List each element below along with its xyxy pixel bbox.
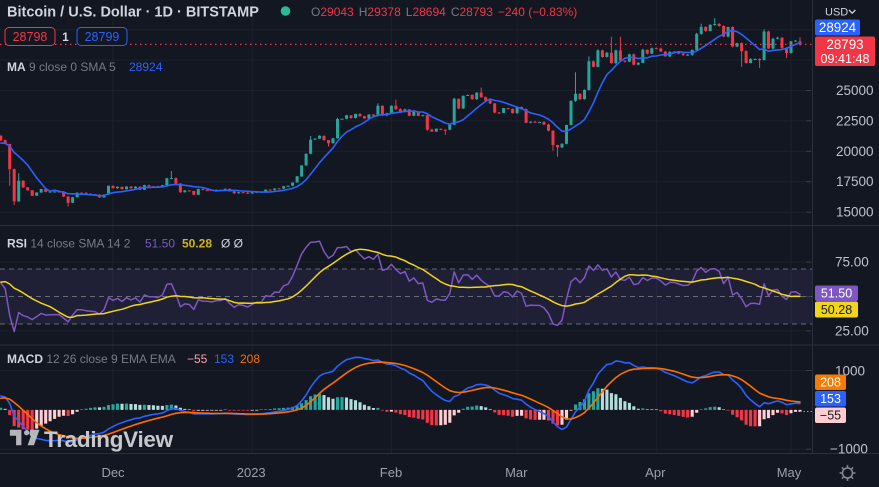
svg-text:25.00: 25.00 (835, 323, 869, 338)
svg-text:Mar: Mar (505, 465, 528, 480)
svg-text:USD: USD (825, 7, 848, 19)
svg-text:−55: −55 (820, 409, 841, 423)
svg-text:09:41:48: 09:41:48 (820, 52, 869, 66)
svg-text:May: May (777, 465, 802, 480)
svg-text:153: 153 (214, 352, 234, 366)
svg-text:208: 208 (240, 352, 260, 366)
svg-text:22500: 22500 (836, 113, 874, 128)
svg-text:75.00: 75.00 (835, 255, 869, 270)
svg-text:−1000: −1000 (830, 442, 868, 457)
svg-text:28798: 28798 (13, 30, 48, 44)
svg-text:Ø Ø: Ø Ø (221, 237, 243, 251)
svg-text:RSI 14 close SMA 14 2: RSI 14 close SMA 14 2 (7, 237, 131, 251)
svg-text:Bitcoin / U.S. Dollar · 1D · B: Bitcoin / U.S. Dollar · 1D · BITSTAMP (7, 5, 259, 21)
svg-text:20000: 20000 (836, 144, 874, 159)
svg-text:28799: 28799 (85, 30, 120, 44)
svg-text:208: 208 (820, 376, 841, 390)
svg-text:Feb: Feb (380, 465, 402, 480)
svg-text:25000: 25000 (836, 83, 874, 98)
svg-text:153: 153 (820, 392, 841, 406)
svg-text:2023: 2023 (237, 465, 266, 480)
svg-text:28793: 28793 (826, 37, 863, 52)
svg-text:Apr: Apr (645, 465, 666, 480)
svg-text:51.50: 51.50 (821, 287, 852, 301)
svg-text:−55: −55 (187, 352, 208, 366)
svg-text:15000: 15000 (836, 205, 874, 220)
svg-text:28924: 28924 (819, 20, 857, 35)
svg-text:28924: 28924 (129, 60, 163, 74)
svg-text:TradingView: TradingView (44, 427, 174, 452)
svg-text:Dec: Dec (101, 465, 125, 480)
svg-text:50.28: 50.28 (182, 237, 212, 251)
svg-text:MACD 12 26 close 9 EMA EMA: MACD 12 26 close 9 EMA EMA (7, 352, 176, 366)
svg-text:51.50: 51.50 (145, 237, 175, 251)
svg-text:1: 1 (62, 30, 69, 44)
svg-text:MA 9 close 0 SMA 5: MA 9 close 0 SMA 5 (7, 60, 116, 74)
svg-text:17500: 17500 (836, 174, 874, 189)
svg-text:50.28: 50.28 (821, 303, 852, 317)
